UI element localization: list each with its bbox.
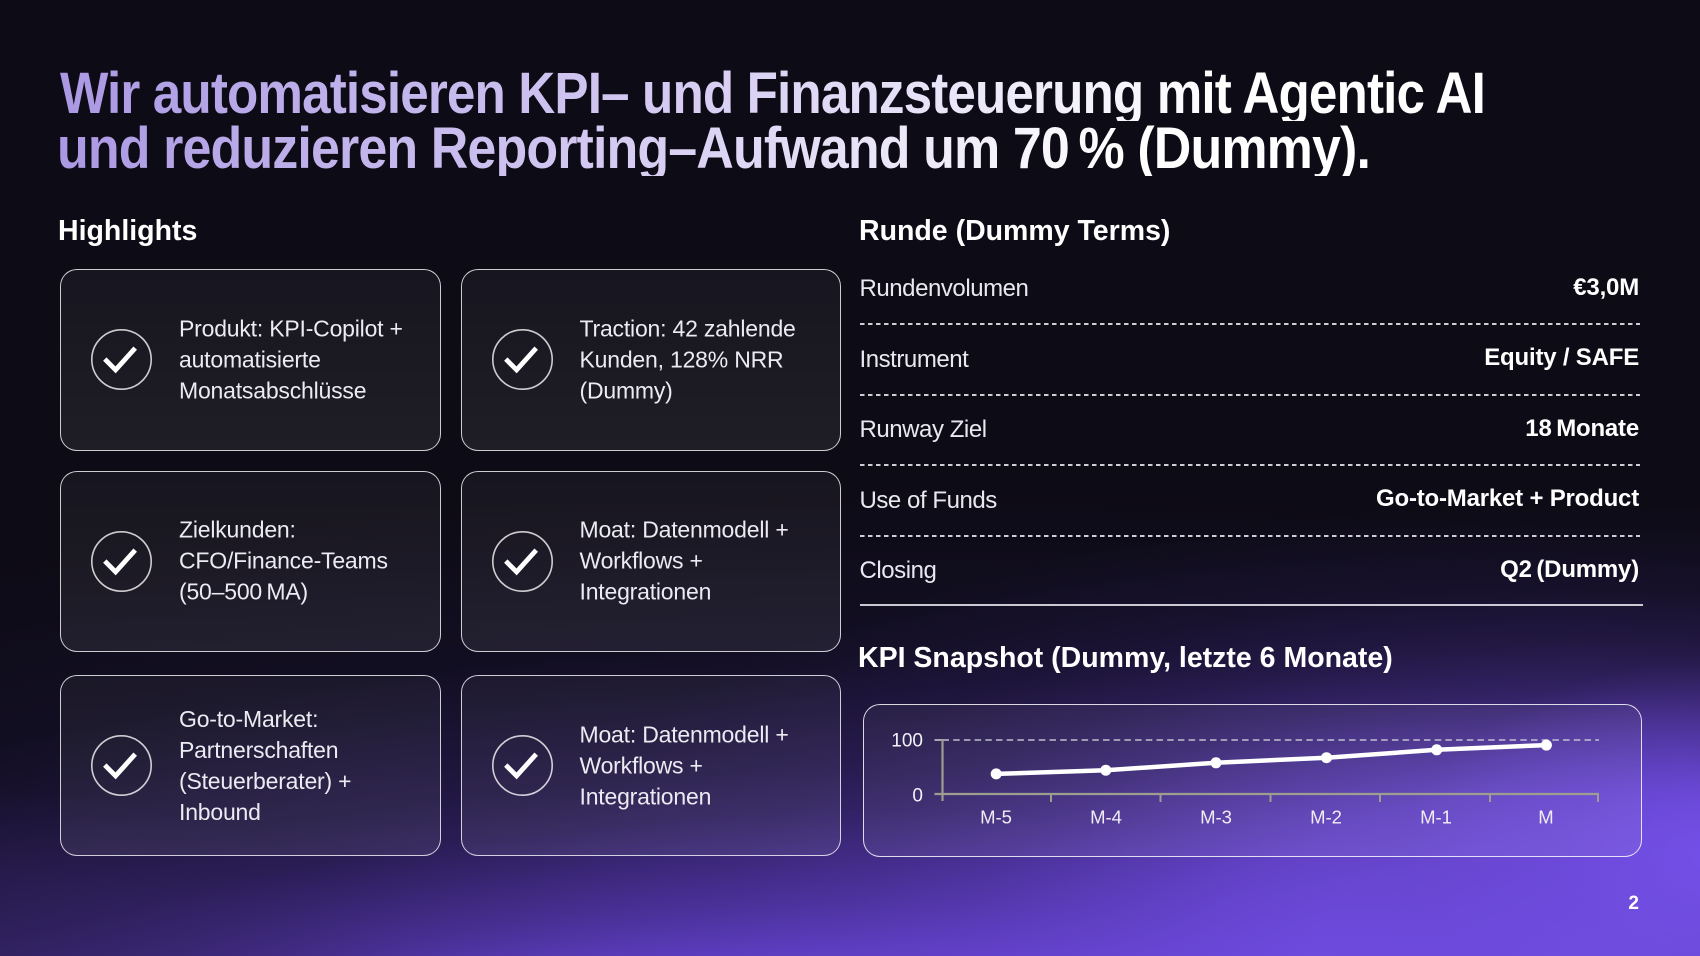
svg-text:M-5: M-5 xyxy=(980,806,1012,827)
svg-text:M-2: M-2 xyxy=(1310,806,1342,827)
svg-text:M-3: M-3 xyxy=(1200,806,1232,827)
svg-text:M-1: M-1 xyxy=(1420,806,1452,827)
svg-text:100: 100 xyxy=(891,730,923,751)
svg-text:0: 0 xyxy=(912,785,923,806)
svg-text:M-4: M-4 xyxy=(1090,806,1122,827)
svg-text:M: M xyxy=(1538,806,1553,827)
